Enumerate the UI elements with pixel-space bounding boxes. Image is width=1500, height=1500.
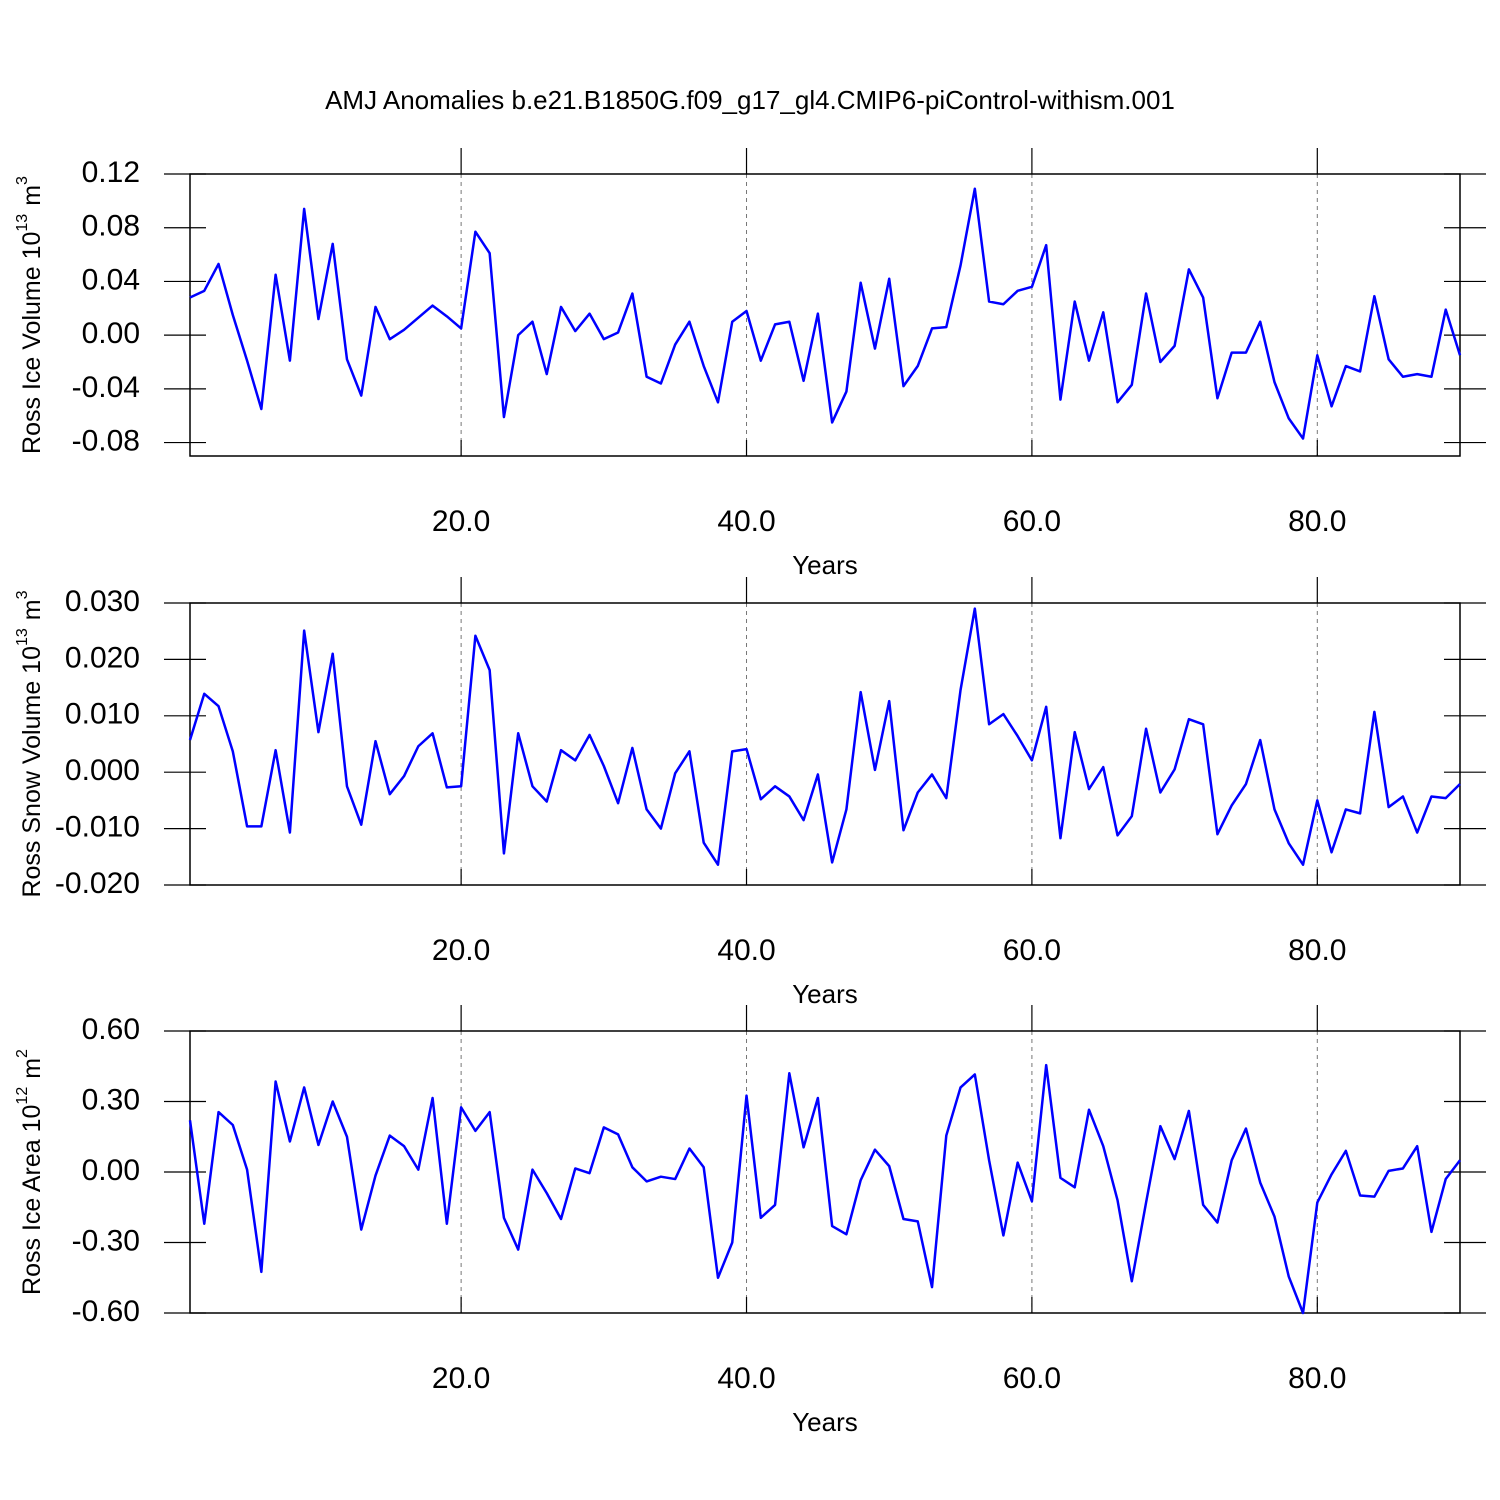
y-tick-label: 0.010 (65, 698, 140, 731)
x-tick-label: 60.0 (1003, 934, 1061, 967)
y-label-exponent: 13 (14, 214, 31, 232)
y-label-unit-exponent: 3 (14, 590, 31, 599)
x-tick-label: 40.0 (717, 934, 775, 967)
plot-frame (189, 1030, 1461, 1314)
y-label-text: Ross Snow Volume 10 (18, 646, 46, 898)
x-tick-label: 40.0 (717, 505, 775, 538)
y-axis-label: Ross Ice Area 1012 m2 (14, 1049, 45, 1295)
y-label-text: Ross Ice Area 10 (18, 1105, 46, 1295)
x-axis-label: Years (792, 1407, 858, 1437)
y-tick-label: 0.60 (82, 1013, 140, 1046)
y-tick-label: 0.000 (65, 754, 140, 787)
x-tick-label: 20.0 (432, 934, 490, 967)
y-axis-label: Ross Snow Volume 1013 m3 (14, 590, 45, 897)
y-label-unit-exponent: 3 (14, 176, 31, 185)
y-label-unit: m (18, 185, 46, 206)
data-line (188, 607, 1461, 866)
chart-title: AMJ Anomalies b.e21.B1850G.f09_g17_gl4.C… (325, 85, 1175, 115)
x-tick-label: 20.0 (432, 505, 490, 538)
x-tick-label: 60.0 (1003, 1362, 1061, 1395)
y-axis-label: Ross Ice Volume 1013 m3 (14, 176, 45, 454)
y-tick-label: -0.08 (72, 424, 140, 457)
y-tick-label: -0.60 (72, 1295, 140, 1328)
y-tick-label: -0.30 (72, 1224, 140, 1257)
y-tick-label: 0.30 (82, 1083, 140, 1116)
data-line (189, 187, 1462, 440)
x-axis-label: Years (792, 979, 858, 1009)
y-tick-label: 0.04 (82, 263, 140, 296)
y-label-exponent: 13 (14, 628, 31, 646)
y-tick-label: 0.00 (82, 1154, 140, 1187)
y-tick-label: 0.12 (82, 156, 140, 189)
x-tick-label: 60.0 (1003, 505, 1061, 538)
y-tick-label: 0.08 (82, 210, 140, 243)
y-tick-label: -0.010 (55, 811, 140, 844)
y-tick-label: 0.00 (82, 317, 140, 350)
x-axis-label: Years (792, 550, 858, 580)
x-tick-label: 40.0 (717, 1362, 775, 1395)
plot-frame (189, 602, 1461, 886)
y-label-unit: m (18, 599, 46, 620)
y-label-unit: m (18, 1058, 46, 1079)
y-label-exponent: 12 (14, 1087, 31, 1105)
y-tick-label: -0.04 (72, 371, 140, 404)
y-tick-label: -0.020 (55, 867, 140, 900)
y-label-text: Ross Ice Volume 10 (18, 232, 46, 454)
data-line (188, 1063, 1461, 1315)
plot-frame (189, 173, 1461, 457)
y-tick-label: 0.020 (65, 641, 140, 674)
y-tick-label: 0.030 (65, 585, 140, 618)
x-tick-label: 80.0 (1288, 934, 1346, 967)
x-tick-label: 80.0 (1288, 1362, 1346, 1395)
x-tick-label: 80.0 (1288, 505, 1346, 538)
x-tick-label: 20.0 (432, 1362, 490, 1395)
y-label-unit-exponent: 2 (14, 1049, 31, 1058)
